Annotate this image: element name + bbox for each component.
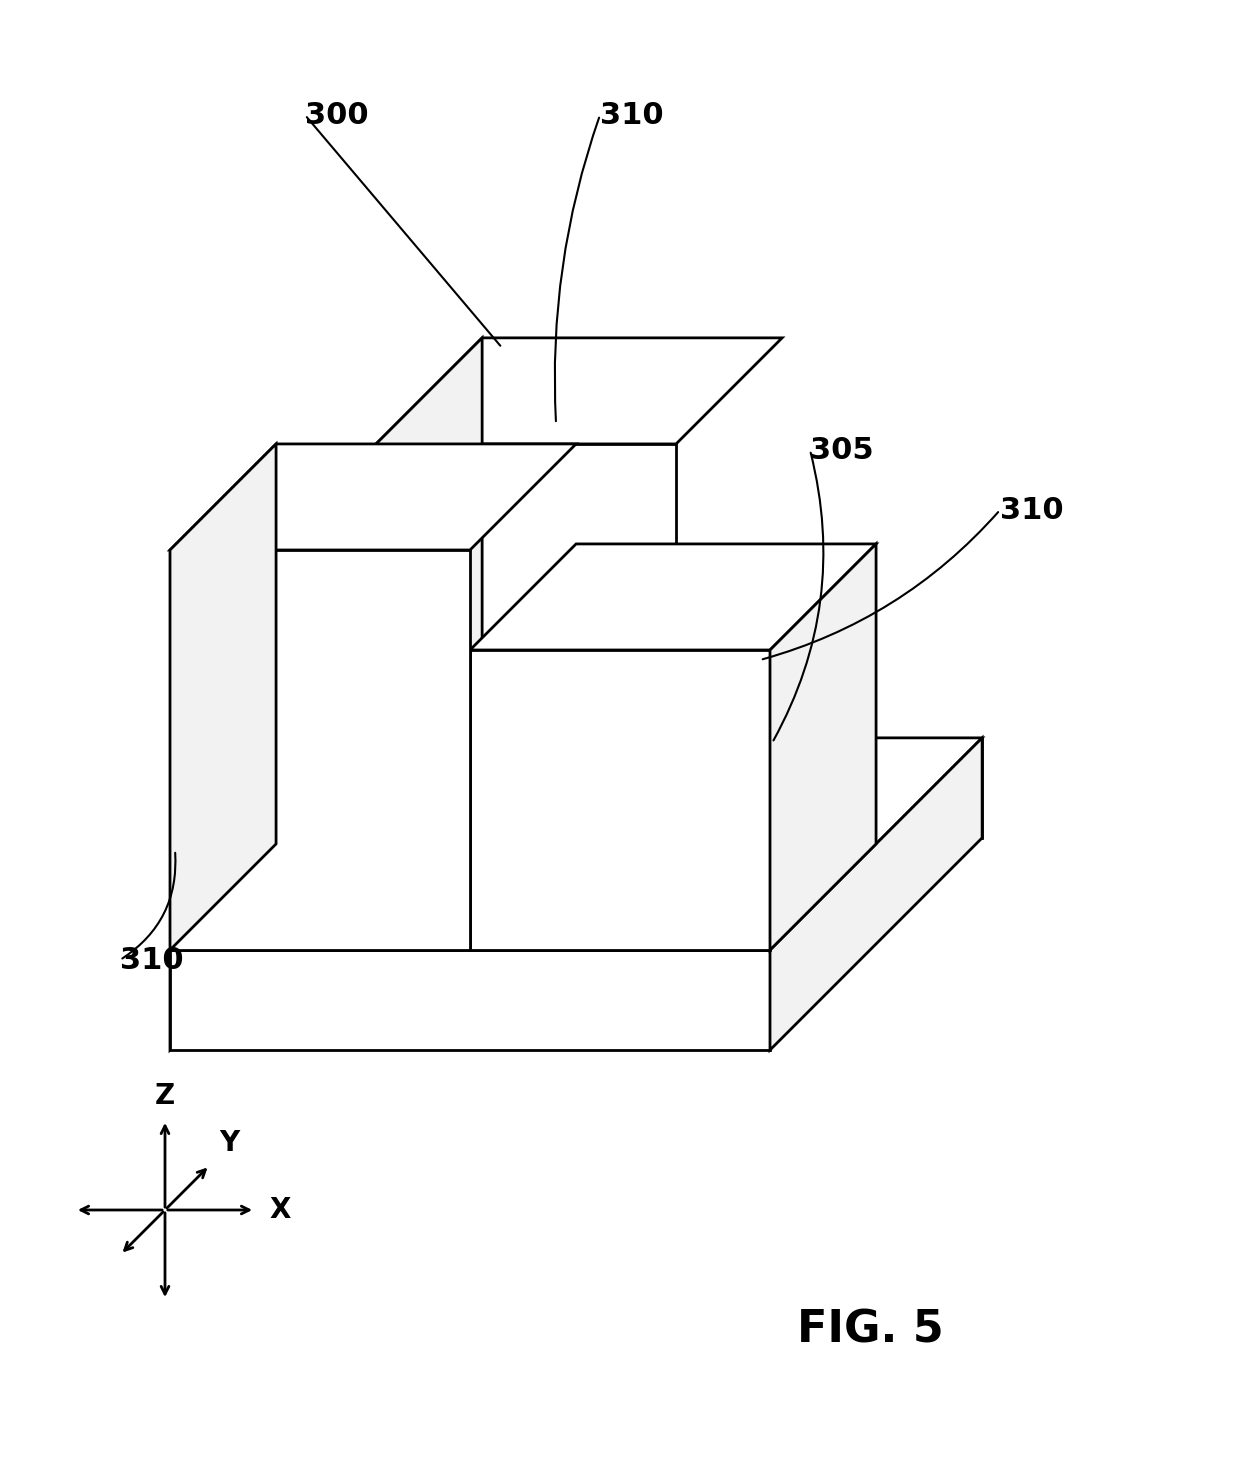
Polygon shape bbox=[170, 738, 382, 1050]
Text: 305: 305 bbox=[810, 436, 874, 465]
Polygon shape bbox=[170, 951, 770, 1050]
Text: 300: 300 bbox=[305, 101, 368, 129]
Polygon shape bbox=[470, 544, 877, 650]
Polygon shape bbox=[470, 650, 770, 951]
Text: X: X bbox=[269, 1196, 290, 1223]
Text: 310: 310 bbox=[120, 946, 184, 974]
Polygon shape bbox=[770, 544, 877, 951]
Polygon shape bbox=[170, 445, 577, 550]
Text: Z: Z bbox=[155, 1083, 175, 1111]
Polygon shape bbox=[376, 337, 782, 445]
Text: 310: 310 bbox=[600, 101, 663, 129]
Text: FIG. 5: FIG. 5 bbox=[796, 1309, 944, 1351]
Polygon shape bbox=[770, 738, 982, 1050]
Polygon shape bbox=[382, 738, 982, 838]
Polygon shape bbox=[376, 445, 676, 844]
Polygon shape bbox=[170, 738, 982, 951]
Polygon shape bbox=[170, 550, 470, 951]
Text: Y: Y bbox=[219, 1130, 239, 1157]
Polygon shape bbox=[170, 445, 277, 951]
Polygon shape bbox=[376, 337, 482, 844]
Text: 310: 310 bbox=[999, 496, 1064, 525]
